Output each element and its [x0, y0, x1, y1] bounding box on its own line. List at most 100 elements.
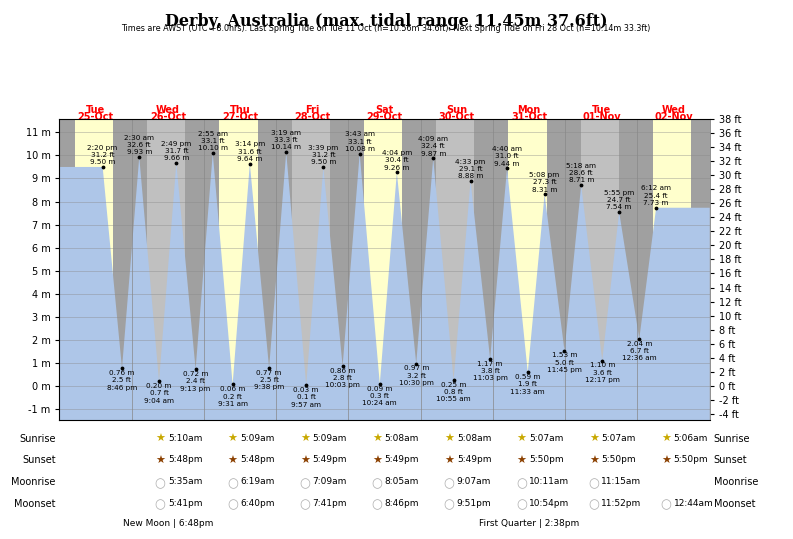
Text: ○: ○	[155, 477, 166, 490]
Text: ★: ★	[372, 455, 382, 466]
Text: 2:30 am
32.6 ft
9.93 m: 2:30 am 32.6 ft 9.93 m	[125, 135, 155, 155]
Text: Thu: Thu	[230, 105, 251, 115]
Text: Sunset: Sunset	[22, 455, 56, 466]
Text: ○: ○	[516, 477, 527, 490]
Text: ★: ★	[445, 434, 454, 444]
Text: 02-Nov: 02-Nov	[654, 112, 693, 122]
Text: 5:49pm: 5:49pm	[457, 455, 492, 465]
Text: 9:51pm: 9:51pm	[457, 499, 492, 508]
Text: 27-Oct: 27-Oct	[222, 112, 259, 122]
Text: ★: ★	[517, 455, 527, 466]
Text: Wed: Wed	[156, 105, 180, 115]
Text: ○: ○	[516, 499, 527, 512]
Bar	[59, 119, 132, 420]
Bar	[493, 119, 508, 420]
Bar	[348, 119, 364, 420]
Text: ★: ★	[589, 434, 599, 444]
Text: 11:52pm: 11:52pm	[601, 499, 642, 508]
Text: ○: ○	[371, 499, 382, 512]
Bar	[402, 119, 421, 420]
Text: First Quarter | 2:38pm: First Quarter | 2:38pm	[479, 519, 579, 528]
Text: 0.86 m
2.8 ft
10:03 pm: 0.86 m 2.8 ft 10:03 pm	[325, 368, 360, 389]
Text: Sunrise: Sunrise	[714, 434, 750, 444]
Text: 10:54pm: 10:54pm	[529, 499, 569, 508]
Text: 3:43 am
33.1 ft
10.08 m: 3:43 am 33.1 ft 10.08 m	[345, 132, 374, 152]
Text: 5:09am: 5:09am	[312, 434, 347, 443]
Text: New Moon | 6:48pm: New Moon | 6:48pm	[123, 519, 213, 528]
Text: 5:48pm: 5:48pm	[240, 455, 274, 465]
Text: 5:08am: 5:08am	[457, 434, 491, 443]
Text: ★: ★	[661, 434, 671, 444]
Text: Wed: Wed	[661, 105, 686, 115]
Text: Sunset: Sunset	[714, 455, 747, 466]
Text: 4:40 am
31.0 ft
9.44 m: 4:40 am 31.0 ft 9.44 m	[492, 146, 522, 167]
Bar	[186, 119, 204, 420]
Bar	[59, 119, 75, 420]
Text: 0.72 m
2.4 ft
9:13 pm: 0.72 m 2.4 ft 9:13 pm	[181, 371, 211, 392]
Bar	[204, 119, 220, 420]
Text: 5:35am: 5:35am	[168, 477, 202, 486]
Text: 25-Oct: 25-Oct	[78, 112, 113, 122]
Text: ★: ★	[517, 434, 527, 444]
Text: 31-Oct: 31-Oct	[511, 112, 547, 122]
Bar	[421, 119, 436, 420]
Text: ★: ★	[155, 434, 166, 444]
Text: 7:41pm: 7:41pm	[312, 499, 347, 508]
Text: 0.09 m
0.3 ft
10:24 am: 0.09 m 0.3 ft 10:24 am	[362, 385, 397, 406]
Text: 5:08am: 5:08am	[385, 434, 419, 443]
Text: ★: ★	[228, 455, 238, 466]
Bar	[619, 119, 638, 420]
Text: ○: ○	[588, 499, 599, 512]
Bar	[113, 119, 132, 420]
Text: 11:15am: 11:15am	[601, 477, 642, 486]
Text: 30-Oct: 30-Oct	[439, 112, 475, 122]
Text: 3:39 pm
31.2 ft
9.50 m: 3:39 pm 31.2 ft 9.50 m	[308, 144, 339, 165]
Text: 0.20 m
0.7 ft
9:04 am: 0.20 m 0.7 ft 9:04 am	[144, 383, 174, 404]
Text: 5:50pm: 5:50pm	[673, 455, 708, 465]
Text: 8:05am: 8:05am	[385, 477, 419, 486]
Text: ○: ○	[299, 477, 310, 490]
Text: 4:09 am
32.4 ft
9.87 m: 4:09 am 32.4 ft 9.87 m	[418, 136, 448, 157]
Bar	[204, 119, 276, 420]
Text: 5:07am: 5:07am	[529, 434, 564, 443]
Bar	[565, 119, 638, 420]
Text: ○: ○	[661, 499, 671, 512]
Text: 5:09am: 5:09am	[240, 434, 274, 443]
Text: 8:46pm: 8:46pm	[385, 499, 419, 508]
Text: ○: ○	[443, 477, 454, 490]
Bar	[132, 119, 147, 420]
Text: 5:49pm: 5:49pm	[385, 455, 419, 465]
Text: 12:44am: 12:44am	[673, 499, 714, 508]
Text: Moonrise: Moonrise	[11, 477, 56, 487]
Text: 6:19am: 6:19am	[240, 477, 274, 486]
Text: Derby, Australia (max. tidal range 11.45m 37.6ft): Derby, Australia (max. tidal range 11.45…	[165, 13, 607, 31]
Bar	[493, 119, 565, 420]
Text: 5:10am: 5:10am	[168, 434, 202, 443]
Text: 2:55 am
33.1 ft
10.10 m: 2:55 am 33.1 ft 10.10 m	[197, 131, 228, 151]
Text: 0.77 m
2.5 ft
9:38 pm: 0.77 m 2.5 ft 9:38 pm	[254, 370, 284, 390]
Text: Sunrise: Sunrise	[19, 434, 56, 444]
Text: 5:50pm: 5:50pm	[601, 455, 636, 465]
Text: 0.06 m
0.2 ft
9:31 am: 0.06 m 0.2 ft 9:31 am	[217, 386, 247, 407]
Text: 4:33 pm
29.1 ft
8.88 m: 4:33 pm 29.1 ft 8.88 m	[455, 159, 485, 179]
Text: 6:12 am
25.4 ft
7.73 m: 6:12 am 25.4 ft 7.73 m	[642, 185, 671, 206]
Text: 29-Oct: 29-Oct	[366, 112, 403, 122]
Text: Moonset: Moonset	[14, 499, 56, 509]
Text: ★: ★	[300, 434, 310, 444]
Text: Fri: Fri	[305, 105, 320, 115]
Bar	[132, 119, 204, 420]
Text: 2:49 pm
31.7 ft
9.66 m: 2:49 pm 31.7 ft 9.66 m	[161, 141, 191, 162]
Text: 9:07am: 9:07am	[457, 477, 491, 486]
Bar	[258, 119, 276, 420]
Text: ★: ★	[155, 455, 166, 466]
Text: ★: ★	[445, 455, 454, 466]
Bar	[474, 119, 493, 420]
Text: 26-Oct: 26-Oct	[150, 112, 186, 122]
Text: 5:49pm: 5:49pm	[312, 455, 347, 465]
Text: ★: ★	[372, 434, 382, 444]
Text: Tue: Tue	[592, 105, 611, 115]
Text: 2.04 m
6.7 ft
12:36 am: 2.04 m 6.7 ft 12:36 am	[622, 341, 657, 361]
Text: 0.59 m
1.9 ft
11:33 am: 0.59 m 1.9 ft 11:33 am	[511, 374, 545, 395]
Text: 5:48pm: 5:48pm	[168, 455, 202, 465]
Text: 0.25 m
0.8 ft
10:55 am: 0.25 m 0.8 ft 10:55 am	[436, 382, 471, 403]
